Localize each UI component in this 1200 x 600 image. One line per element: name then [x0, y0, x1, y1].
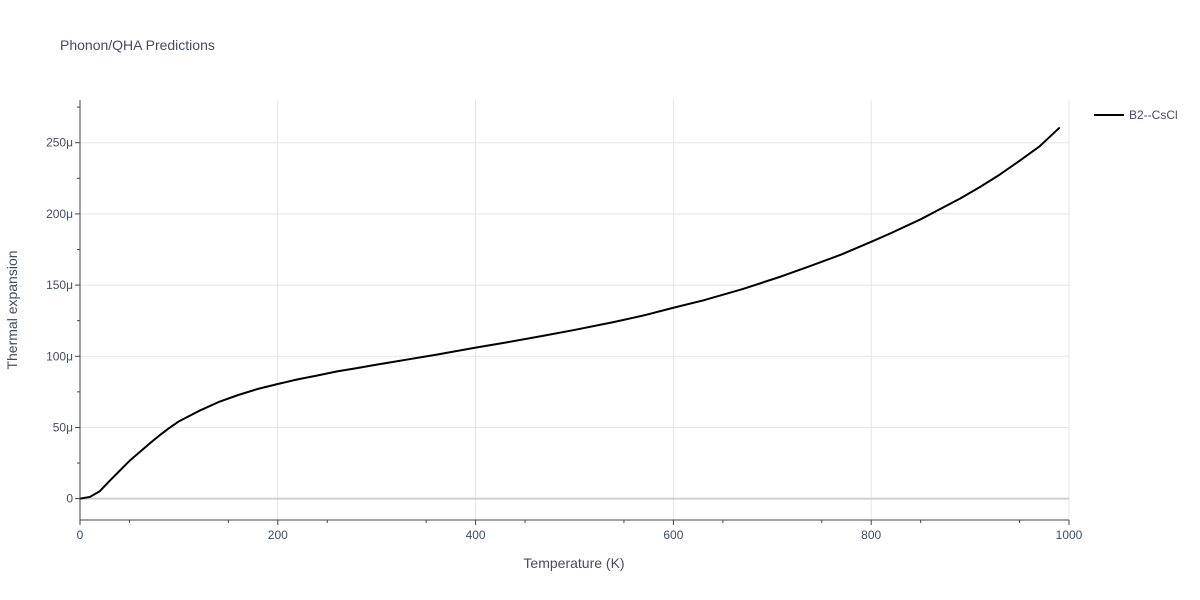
x-tick-label: 1000	[1056, 528, 1083, 542]
series-line-b2-cscl	[79, 127, 1061, 500]
x-axis-title: Temperature (K)	[523, 555, 624, 571]
chart-title: Phonon/QHA Predictions	[60, 37, 215, 53]
tick-labels: 0 200 400 600 800 1000 0 50μ 100μ 150μ 200μ 250μ	[46, 136, 1083, 542]
legend[interactable]: B2--CsCl	[1094, 108, 1178, 122]
y-tick-label: 50μ	[53, 420, 73, 434]
grid	[80, 100, 1070, 520]
x-tick-label: 600	[663, 528, 683, 542]
y-tick-label: 200μ	[46, 207, 73, 221]
y-tick-label: 150μ	[46, 278, 73, 292]
x-tick-label: 800	[861, 528, 881, 542]
x-tick-label: 0	[77, 528, 84, 542]
x-tick-label: 400	[466, 528, 486, 542]
y-tick-label: 250μ	[46, 136, 73, 150]
x-tick-label: 200	[268, 528, 288, 542]
y-tick-label: 100μ	[46, 349, 73, 363]
axes	[75, 100, 1070, 525]
legend-label-b2-cscl: B2--CsCl	[1129, 108, 1178, 122]
y-tick-label: 0	[66, 492, 73, 506]
y-axis-title: Thermal expansion	[4, 250, 20, 369]
series-layer	[79, 127, 1061, 500]
